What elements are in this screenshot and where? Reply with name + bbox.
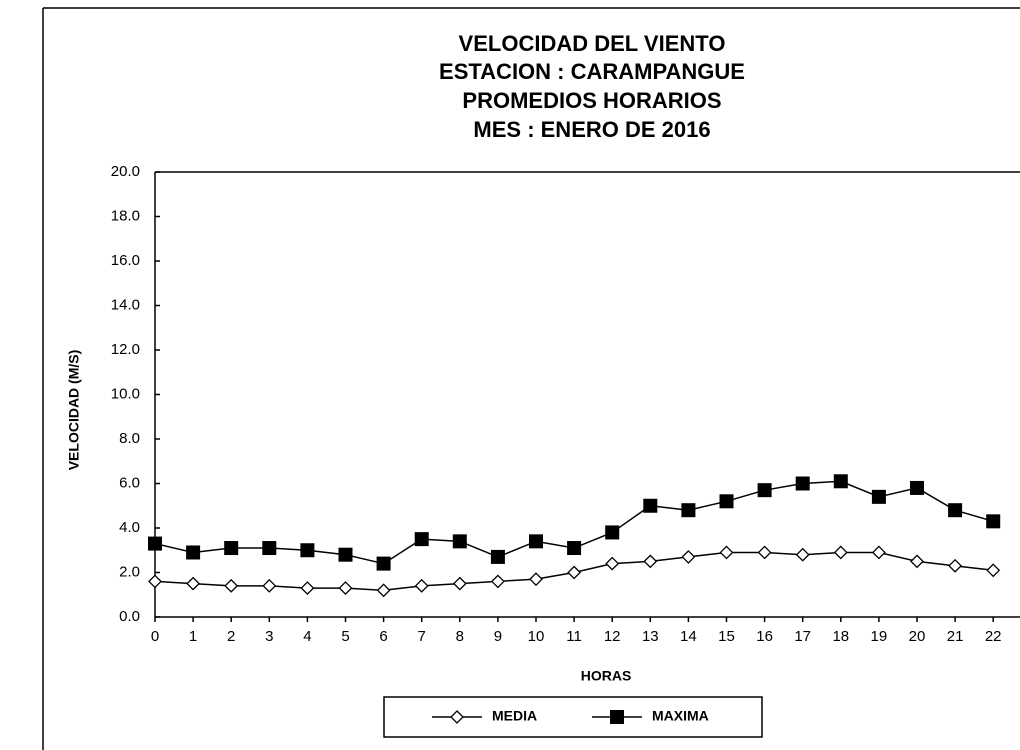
point: [262, 541, 277, 556]
y-tick-label: 14.0: [111, 296, 140, 313]
point: [948, 558, 963, 573]
y-tick-label: 18.0: [111, 207, 140, 224]
point: [567, 565, 582, 580]
x-tick-label: 18: [832, 628, 849, 645]
x-axis-label: HORAS: [581, 668, 632, 684]
point: [338, 547, 353, 562]
x-tick-label: 2: [227, 628, 235, 645]
x-tick-label: 7: [418, 628, 426, 645]
x-tick-label: 6: [379, 628, 387, 645]
point: [833, 474, 848, 489]
title-line: VELOCIDAD DEL VIENTO: [459, 31, 726, 56]
x-tick-label: 10: [528, 628, 545, 645]
point: [871, 489, 886, 504]
x-tick-label: 14: [680, 628, 697, 645]
point: [605, 556, 620, 571]
point: [224, 541, 239, 556]
point: [414, 578, 429, 593]
point: [757, 483, 772, 498]
point: [490, 549, 505, 564]
legend-marker: [450, 710, 464, 724]
x-tick-label: 15: [718, 628, 735, 645]
y-axis-label: VELOCIDAD (M/S): [66, 350, 82, 471]
x-tick-label: 17: [794, 628, 811, 645]
x-tick-label: 3: [265, 628, 273, 645]
x-tick-label: 16: [756, 628, 773, 645]
point: [871, 545, 886, 560]
point: [567, 541, 582, 556]
point: [376, 556, 391, 571]
point: [986, 514, 1001, 529]
x-tick-label: 11: [566, 628, 582, 645]
x-tick-label: 5: [341, 628, 349, 645]
point: [452, 534, 467, 549]
title-line: PROMEDIOS HORARIOS: [462, 88, 721, 113]
x-tick-label: 9: [494, 628, 502, 645]
legend-label: MAXIMA: [652, 708, 709, 724]
point: [300, 543, 315, 558]
point: [300, 581, 315, 595]
point: [224, 578, 239, 593]
point: [148, 574, 162, 589]
title-line: MES : ENERO DE 2016: [473, 117, 710, 142]
point: [186, 545, 201, 560]
point: [452, 576, 467, 591]
y-tick-label: 20.0: [111, 163, 140, 180]
point: [681, 550, 696, 564]
x-tick-label: 20: [909, 628, 926, 645]
point: [376, 583, 391, 598]
y-tick-label: 8.0: [119, 430, 140, 447]
x-tick-label: 22: [985, 628, 1002, 645]
point: [681, 503, 696, 518]
point: [490, 574, 505, 589]
x-tick-label: 4: [303, 628, 311, 645]
x-tick-label: 12: [604, 628, 621, 645]
point: [414, 532, 429, 547]
point: [262, 578, 277, 593]
legend-marker: [610, 710, 624, 724]
point: [795, 476, 810, 491]
x-tick-label: 1: [189, 628, 197, 645]
point: [795, 547, 810, 562]
x-tick-label: 0: [151, 628, 159, 645]
point: [643, 498, 658, 513]
point: [186, 576, 201, 591]
y-tick-label: 10.0: [111, 385, 140, 402]
point: [338, 581, 353, 595]
title: VELOCIDAD DEL VIENTO ESTACION : CARAMPAN…: [439, 31, 745, 142]
legend-label: MEDIA: [492, 708, 537, 724]
point: [719, 494, 734, 509]
point: [529, 572, 543, 587]
point: [986, 563, 1001, 578]
title-line: ESTACION : CARAMPANGUE: [439, 59, 745, 84]
point: [910, 554, 924, 569]
y-tick-label: 6.0: [119, 474, 140, 491]
point: [833, 545, 848, 560]
point: [910, 480, 924, 495]
point: [148, 536, 162, 551]
x-tick-label: 19: [871, 628, 888, 645]
x-tick-label: 21: [947, 628, 964, 645]
y-tick-label: 12.0: [111, 341, 140, 358]
y-tick-label: 4.0: [119, 519, 140, 536]
point: [948, 503, 963, 518]
point: [529, 534, 543, 549]
y-tick-label: 16.0: [111, 252, 140, 269]
point: [719, 545, 734, 560]
x-tick-label: 8: [456, 628, 464, 645]
y-tick-label: 0.0: [119, 608, 140, 625]
x-tick-label: 13: [642, 628, 659, 645]
point: [757, 545, 772, 560]
point: [643, 554, 658, 569]
y-tick-label: 2.0: [119, 563, 140, 580]
point: [605, 525, 620, 540]
